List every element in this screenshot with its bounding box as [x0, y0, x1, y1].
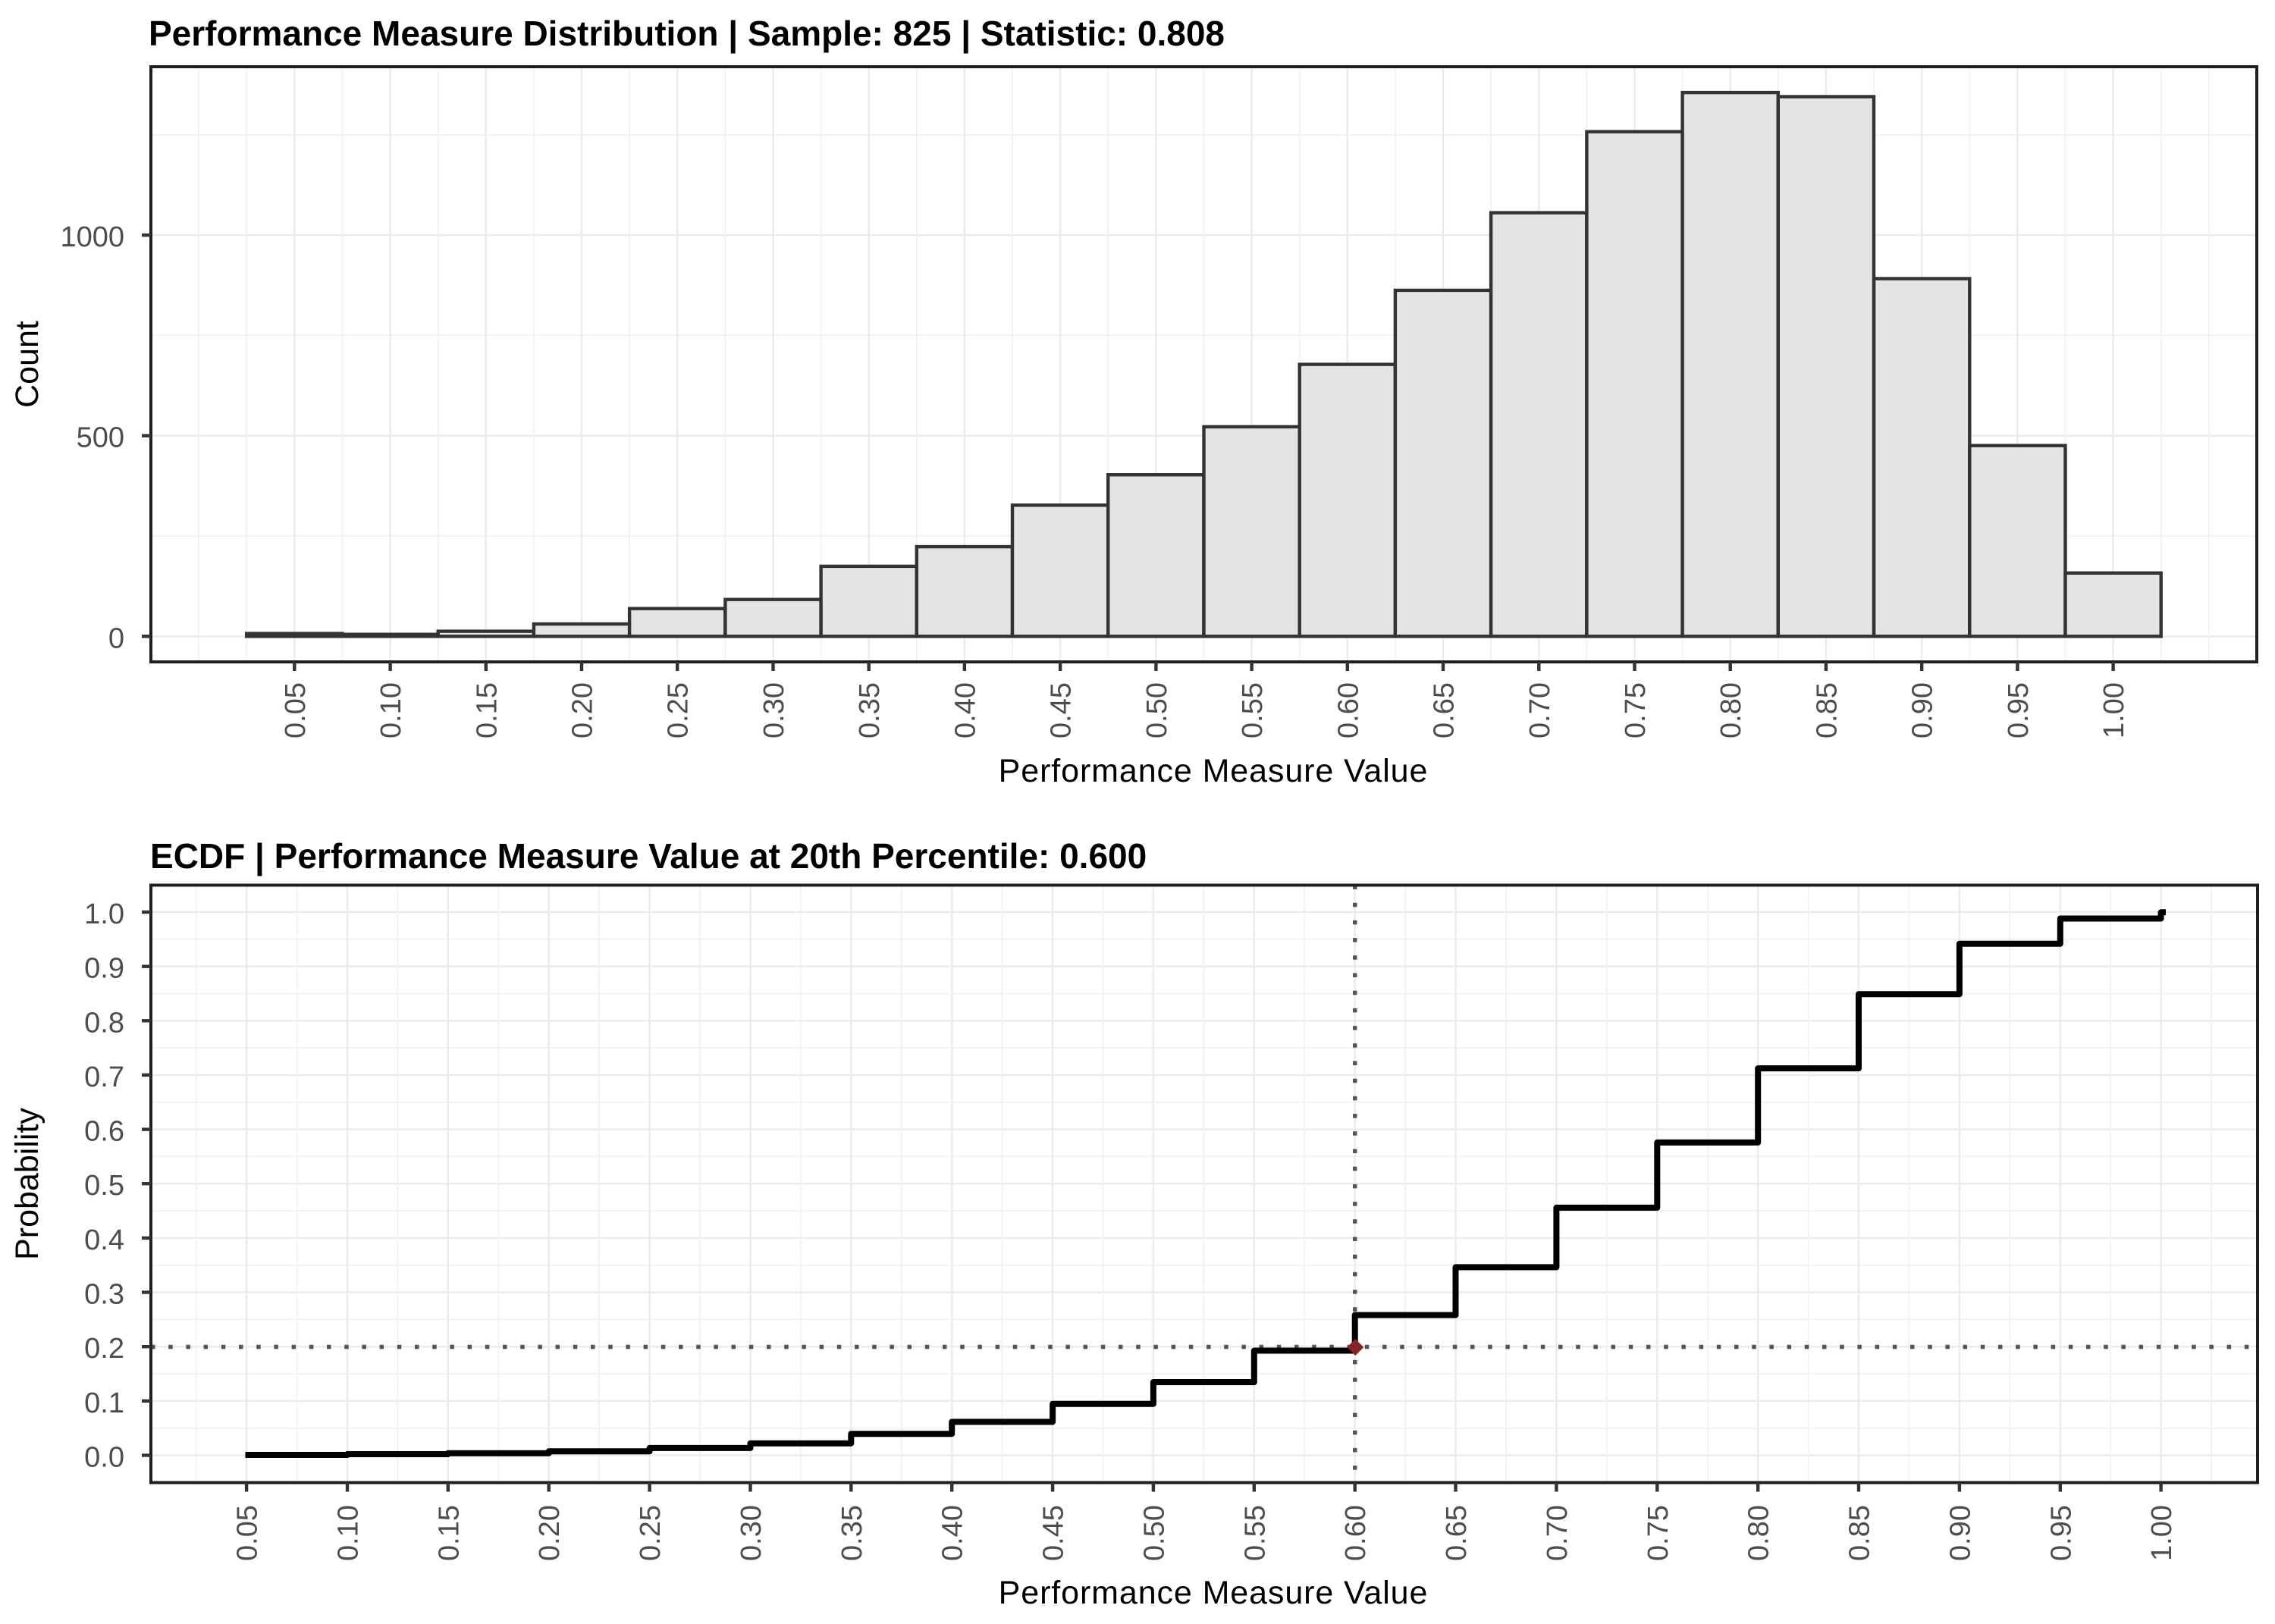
svg-text:0.9: 0.9: [84, 953, 124, 985]
svg-text:0.1: 0.1: [84, 1387, 124, 1419]
svg-text:Probability: Probability: [9, 1108, 46, 1260]
svg-text:0.0: 0.0: [84, 1442, 124, 1474]
svg-text:0.65: 0.65: [1429, 682, 1461, 738]
svg-text:0.80: 0.80: [1743, 1505, 1775, 1561]
svg-text:0.50: 0.50: [1138, 1505, 1170, 1561]
svg-text:0.2: 0.2: [84, 1333, 124, 1365]
svg-text:0.45: 0.45: [1038, 1505, 1070, 1561]
svg-text:0.20: 0.20: [534, 1505, 566, 1561]
svg-text:0.65: 0.65: [1441, 1505, 1473, 1561]
svg-text:0.5: 0.5: [84, 1170, 124, 1202]
svg-text:Count: Count: [9, 321, 46, 408]
svg-text:1000: 1000: [60, 221, 124, 253]
svg-text:0.15: 0.15: [433, 1505, 465, 1561]
svg-text:1.00: 1.00: [2146, 1505, 2178, 1561]
svg-text:Performance Measure Distributi: Performance Measure Distribution | Sampl…: [149, 14, 1225, 53]
svg-text:0.7: 0.7: [84, 1061, 124, 1093]
svg-text:0.25: 0.25: [635, 1505, 667, 1561]
svg-text:0.75: 0.75: [1620, 682, 1652, 738]
svg-text:0.55: 0.55: [1237, 682, 1269, 738]
svg-text:1.0: 1.0: [84, 898, 124, 930]
svg-text:0.70: 0.70: [1524, 682, 1556, 738]
svg-text:0.30: 0.30: [758, 682, 790, 738]
svg-text:0.25: 0.25: [663, 682, 695, 738]
svg-text:0.05: 0.05: [280, 682, 312, 738]
svg-text:0.60: 0.60: [1340, 1505, 1372, 1561]
svg-text:0.90: 0.90: [1907, 682, 1939, 738]
svg-text:0.8: 0.8: [84, 1007, 124, 1039]
svg-text:0.4: 0.4: [84, 1224, 124, 1256]
svg-text:0.05: 0.05: [232, 1505, 264, 1561]
svg-text:0.10: 0.10: [333, 1505, 365, 1561]
svg-text:0.95: 0.95: [2045, 1505, 2077, 1561]
svg-text:0.35: 0.35: [836, 1505, 868, 1561]
svg-text:Performance Measure Value: Performance Measure Value: [999, 753, 1429, 789]
svg-text:0.70: 0.70: [1542, 1505, 1574, 1561]
svg-text:0.60: 0.60: [1332, 682, 1364, 738]
svg-text:500: 500: [77, 422, 124, 454]
svg-text:0.40: 0.40: [949, 682, 981, 738]
svg-text:0.80: 0.80: [1715, 682, 1747, 738]
svg-text:0.95: 0.95: [2003, 682, 2035, 738]
svg-text:0.85: 0.85: [1811, 682, 1843, 738]
svg-text:0.6: 0.6: [84, 1116, 124, 1148]
svg-text:0.35: 0.35: [854, 682, 886, 738]
svg-text:1.00: 1.00: [2098, 682, 2130, 738]
svg-text:0.20: 0.20: [567, 682, 599, 738]
svg-text:0.3: 0.3: [84, 1279, 124, 1311]
svg-text:0: 0: [108, 622, 124, 654]
svg-text:0.15: 0.15: [471, 682, 503, 738]
svg-text:ECDF | Performance Measure Val: ECDF | Performance Measure Value at 20th…: [150, 836, 1147, 876]
svg-text:0.50: 0.50: [1141, 682, 1173, 738]
svg-text:Performance Measure Value: Performance Measure Value: [999, 1575, 1429, 1611]
svg-text:0.45: 0.45: [1046, 682, 1078, 738]
svg-text:0.85: 0.85: [1844, 1505, 1876, 1561]
svg-text:0.55: 0.55: [1239, 1505, 1271, 1561]
svg-text:0.10: 0.10: [375, 682, 407, 738]
svg-text:0.75: 0.75: [1643, 1505, 1674, 1561]
svg-text:0.90: 0.90: [1944, 1505, 1976, 1561]
svg-text:0.30: 0.30: [736, 1505, 767, 1561]
svg-text:0.40: 0.40: [937, 1505, 969, 1561]
